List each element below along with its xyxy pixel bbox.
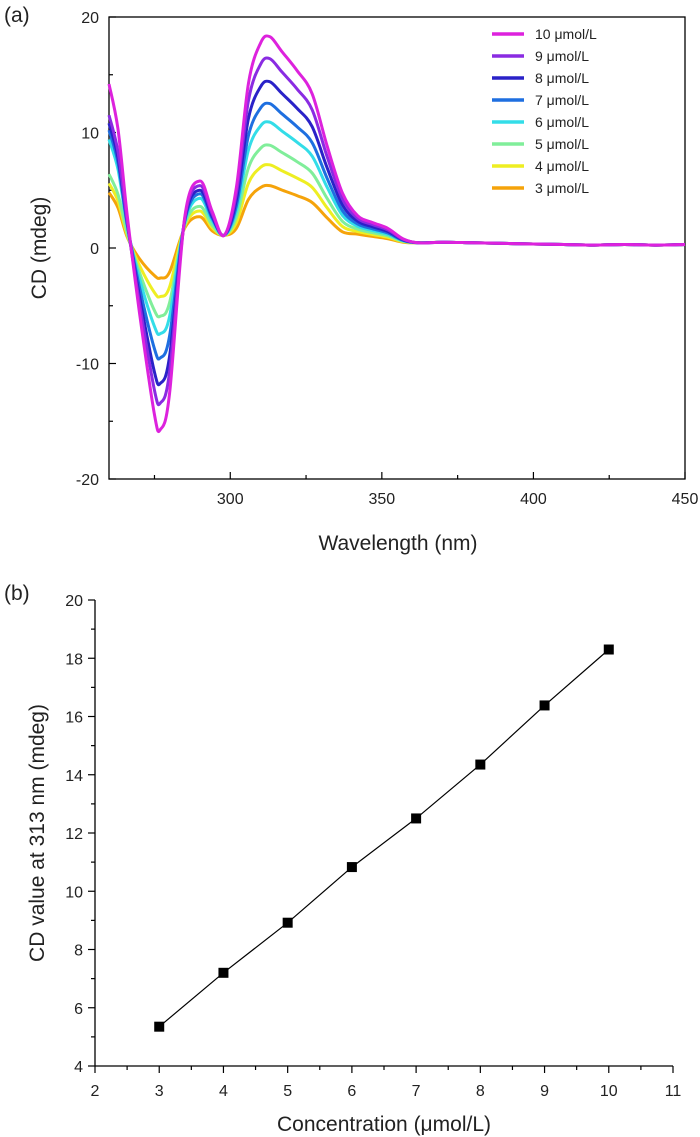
panel-b-marks: [154, 644, 614, 1032]
panel-b-data-point-6: [539, 700, 550, 711]
panel-b-x-tick-label: 5: [283, 1083, 292, 1100]
panel-b-y-tick-label: 12: [65, 826, 83, 843]
legend-label-3: 7 μmol/L: [535, 92, 589, 108]
panel-a-x-ticks: 300 350 400 450: [153, 472, 699, 508]
panel-b-data-point-2: [282, 917, 293, 928]
panel-b-y-tick-label: 20: [65, 593, 83, 610]
panel-a-plot-frame: [108, 16, 686, 480]
curve-series-2: [107, 79, 686, 387]
panel-a-spectra: (a) -20 -10 0 10 20 300 350 400 450 10 μmol/L 9 …: [4, 4, 698, 555]
panel-a-x-tick-label: 350: [368, 491, 395, 508]
panel-b-data-point-4: [411, 813, 422, 824]
panel-a-x-axis-title: Wavelength (nm): [318, 532, 477, 555]
panel-b-data-point-0: [154, 1021, 165, 1032]
panel-a-y-axis-title: CD (mdeg): [28, 197, 51, 300]
legend-label-4: 6 μmol/L: [535, 114, 589, 130]
panel-b-y-tick-label: 10: [65, 884, 83, 901]
panel-b-x-tick-label: 7: [412, 1083, 421, 1100]
panel-a-y-tick-label: -20: [76, 472, 99, 489]
panel-b-data-point-1: [218, 967, 229, 978]
curve-series-0: [107, 34, 686, 434]
legend-label-6: 4 μmol/L: [535, 158, 589, 174]
legend-label-2: 8 μmol/L: [535, 70, 589, 86]
panel-b-label: (b): [4, 582, 30, 605]
panel-b-x-tick-label: 2: [91, 1083, 100, 1100]
curve-series-5: [107, 143, 686, 319]
panel-a-label: (a): [4, 4, 30, 27]
panel-b-x-tick-label: 11: [665, 1083, 682, 1100]
panel-a-curves: [107, 34, 686, 434]
panel-a-y-tick-label: -10: [76, 357, 99, 374]
panel-b-y-tick-label: 8: [74, 943, 83, 960]
curve-series-3: [107, 101, 686, 361]
panel-b-y-tick-label: 14: [65, 768, 83, 785]
legend-label-0: 10 μmol/L: [535, 26, 597, 42]
panel-b-y-axis-title: CD value at 313 nm (mdeg): [26, 704, 49, 962]
panel-a-y-tick-label: 10: [81, 126, 99, 143]
panel-a-x-tick-label: 450: [672, 491, 699, 508]
legend-label-5: 5 μmol/L: [535, 136, 589, 152]
panel-b-data-point-7: [603, 644, 614, 655]
curve-series-1: [107, 56, 686, 407]
panel-b-y-tick-label: 16: [65, 710, 83, 727]
panel-a-y-ticks: -20 -10 0 10 20: [76, 10, 116, 489]
legend-label-1: 9 μmol/L: [535, 48, 589, 64]
curve-series-4: [107, 120, 686, 337]
panel-a-x-tick-label: 300: [217, 491, 244, 508]
legend-label-7: 3 μmol/L: [535, 180, 589, 196]
panel-b-x-tick-label: 6: [347, 1083, 356, 1100]
panel-b-y-tick-label: 6: [74, 1001, 83, 1018]
panel-b-calibration: (b) 4 6 8 10 12 14 16 18 20 2 3 4 5 6 7 8 9 10 11 Concent…: [4, 582, 681, 1136]
panel-b-y-tick-label: 4: [74, 1059, 83, 1076]
panel-a-legend: 10 μmol/L 9 μmol/L 8 μmol/L 7 μmol/L 6 μmol/…: [492, 26, 597, 196]
panel-b-x-tick-label: 9: [540, 1083, 549, 1100]
panel-b-connecting-line: [158, 649, 610, 1028]
panel-b-y-tick-label: 18: [65, 651, 83, 668]
panel-a-x-tick-label: 400: [520, 491, 547, 508]
panel-b-data-point-5: [475, 759, 486, 770]
panel-b-x-ticks: 2 3 4 5 6 7 8 9 10 11: [91, 1066, 682, 1100]
panel-b-x-axis-title: Concentration (μmol/L): [277, 1113, 491, 1136]
panel-b-data-point-3: [346, 862, 357, 873]
panel-b-x-tick-label: 10: [600, 1083, 618, 1100]
panel-b-x-tick-label: 4: [219, 1083, 228, 1100]
panel-b-y-ticks: 4 6 8 10 12 14 16 18 20: [65, 593, 95, 1076]
panel-b-x-tick-label: 3: [155, 1083, 164, 1100]
panel-a-y-tick-label: 20: [81, 10, 99, 27]
panel-a-y-tick-label: 0: [90, 241, 99, 258]
panel-b-x-tick-label: 8: [476, 1083, 485, 1100]
